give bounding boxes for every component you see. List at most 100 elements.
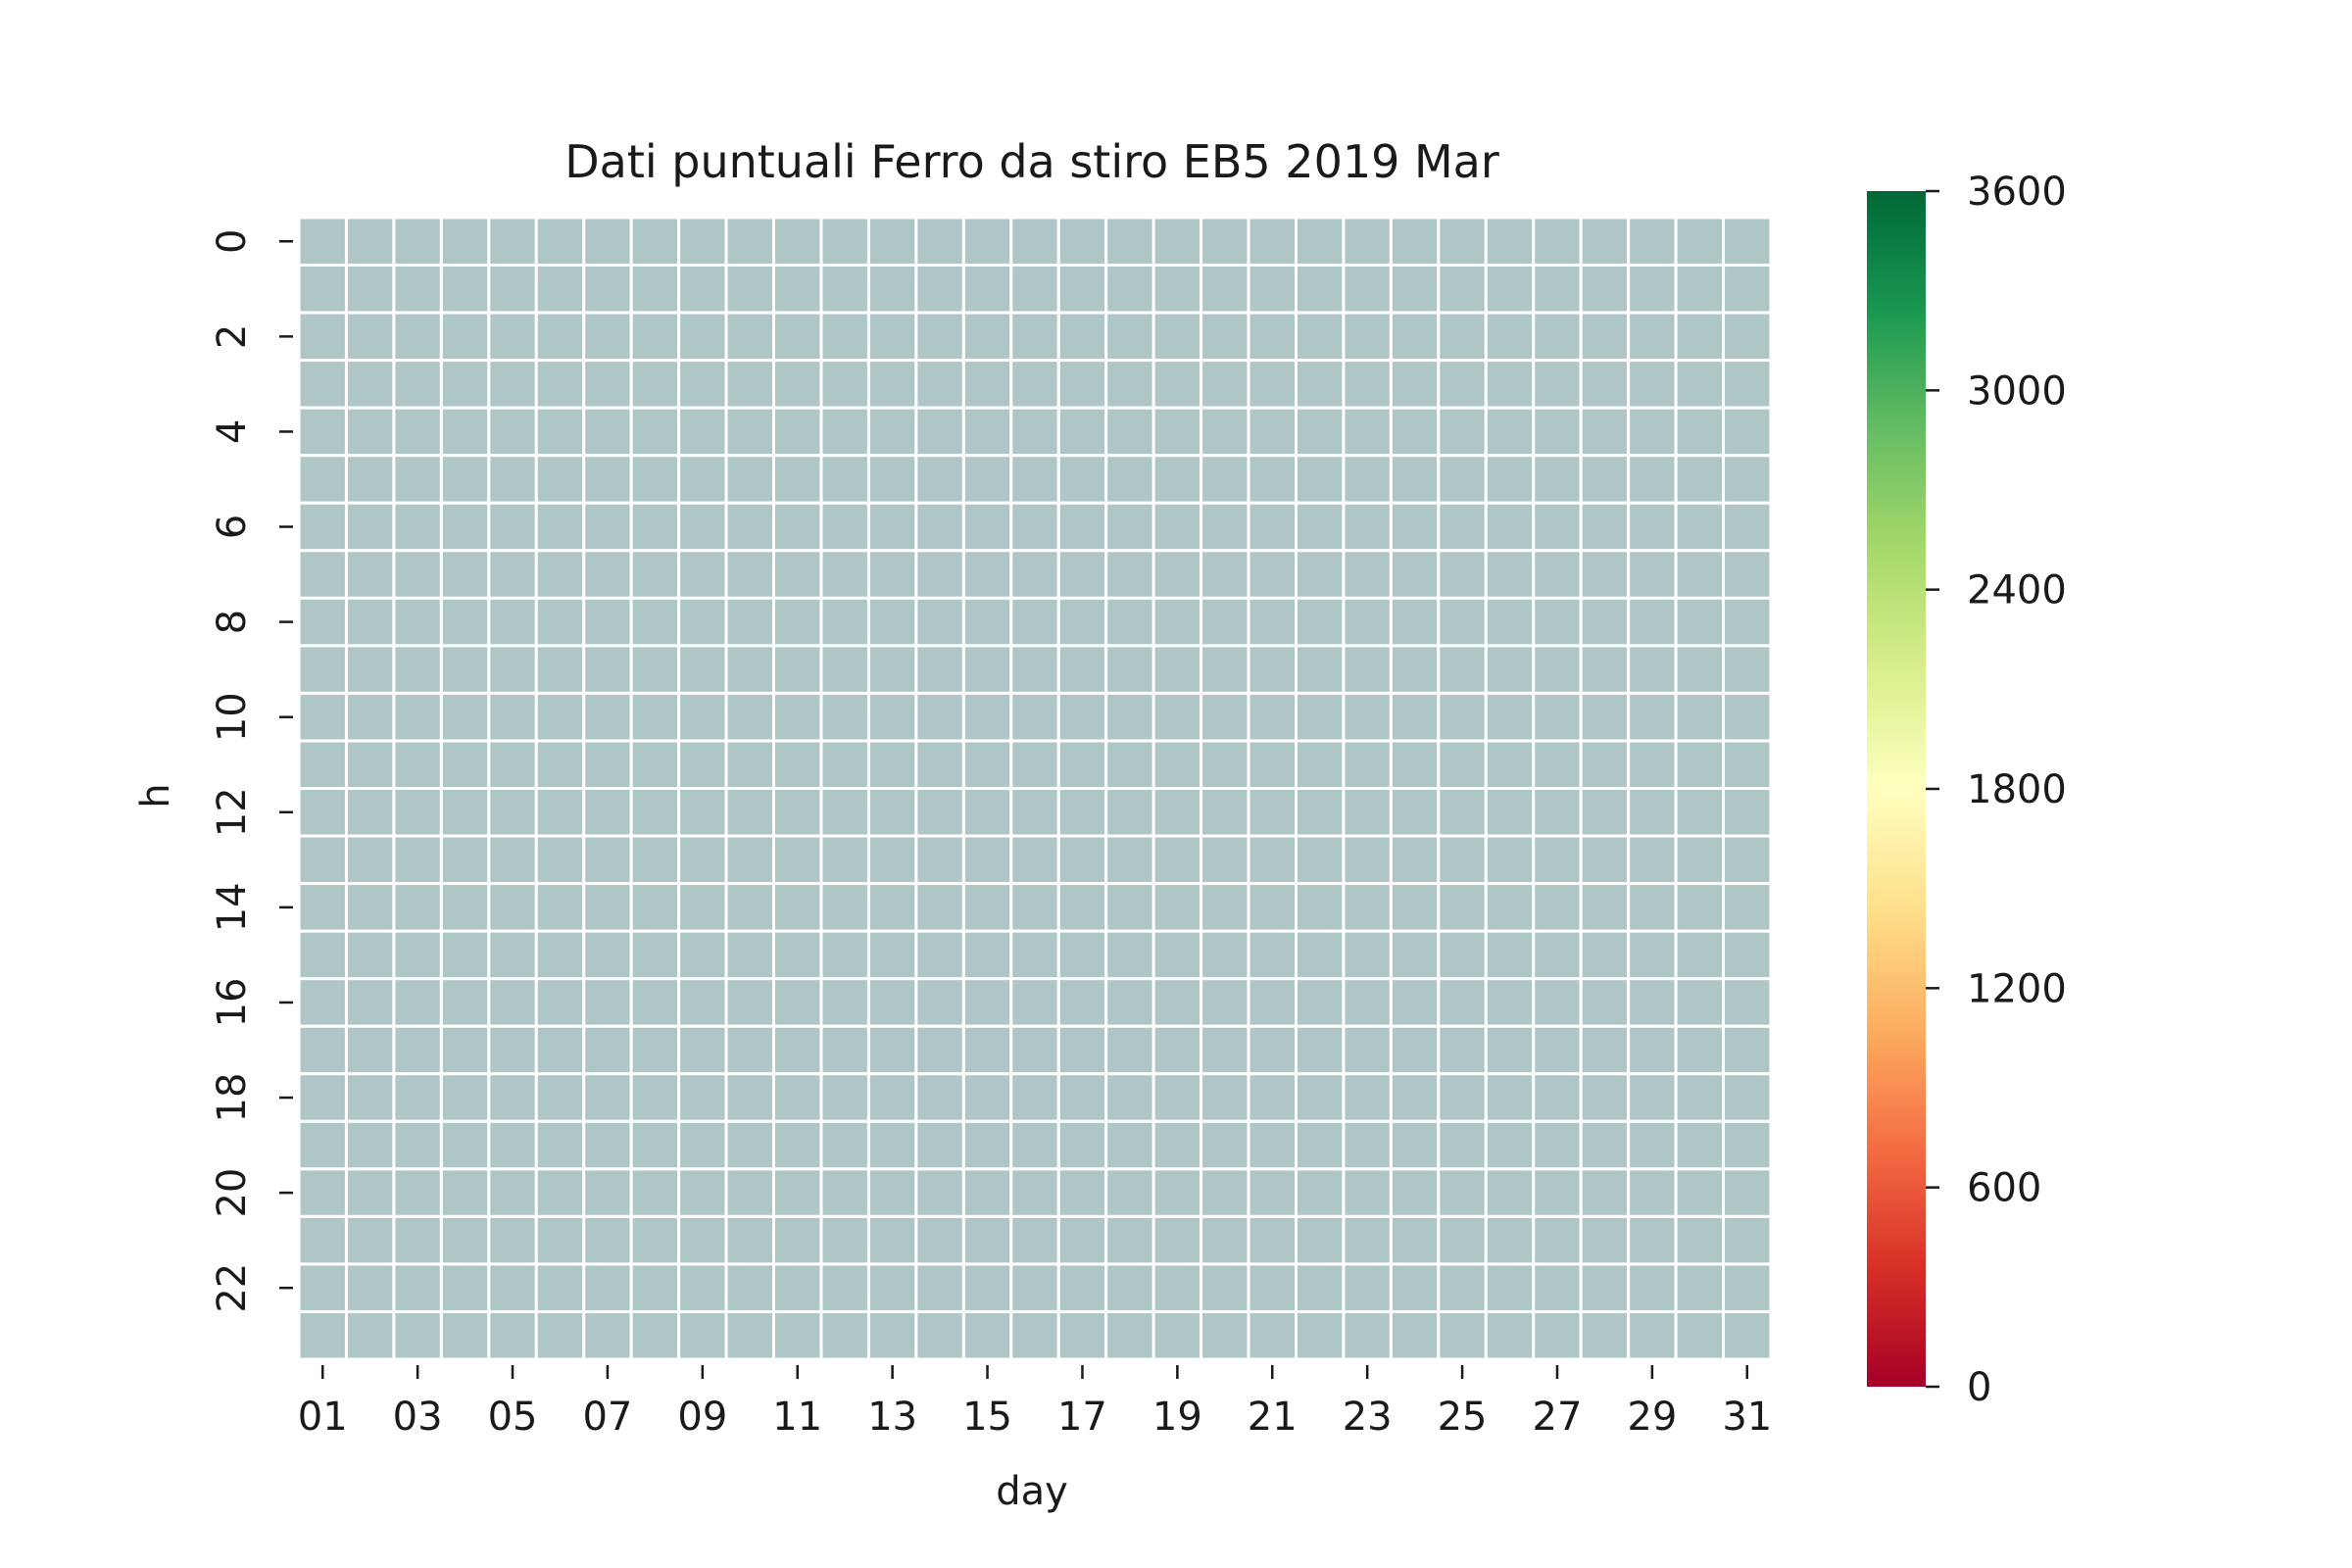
x-tick-label: 23 xyxy=(1343,1395,1393,1440)
heatmap-cell xyxy=(772,787,823,838)
heatmap-cell xyxy=(866,644,918,695)
heatmap-cell xyxy=(914,311,965,363)
heatmap-cell xyxy=(1342,549,1393,600)
heatmap-cell xyxy=(392,1167,443,1218)
heatmap-cell xyxy=(1389,406,1441,458)
heatmap-cell xyxy=(819,1119,870,1171)
heatmap-cell xyxy=(1009,311,1060,363)
heatmap-cell xyxy=(1294,549,1346,600)
heatmap-cell xyxy=(1294,264,1346,315)
heatmap-cell xyxy=(772,216,823,268)
heatmap-cell xyxy=(1389,882,1441,933)
heatmap-cell xyxy=(1674,264,1726,315)
heatmap-cell xyxy=(629,882,681,933)
heatmap-cell xyxy=(487,1119,538,1171)
heatmap-cell xyxy=(1627,549,1678,600)
heatmap-cell xyxy=(724,1072,776,1123)
heatmap-cell xyxy=(392,691,443,743)
heatmap-cell xyxy=(819,454,870,505)
heatmap-cell xyxy=(961,1262,1013,1313)
heatmap-cell xyxy=(1532,644,1583,695)
heatmap-cell xyxy=(1579,454,1631,505)
heatmap-cell xyxy=(1674,929,1726,981)
heatmap-cell xyxy=(1579,929,1631,981)
heatmap-cell xyxy=(1722,311,1773,363)
heatmap-cell xyxy=(1152,596,1203,648)
heatmap-cell xyxy=(1579,739,1631,790)
heatmap-cell xyxy=(1627,1119,1678,1171)
heatmap-cell xyxy=(1627,1167,1678,1218)
heatmap-cell xyxy=(1627,1024,1678,1076)
heatmap-cell xyxy=(392,834,443,886)
heatmap-cell xyxy=(297,929,348,981)
heatmap-cell xyxy=(1579,1262,1631,1313)
heatmap-cell xyxy=(1674,454,1726,505)
heatmap-cell xyxy=(1294,1214,1346,1266)
heatmap-cell xyxy=(819,549,870,600)
heatmap-cell xyxy=(297,1309,348,1361)
heatmap-cell xyxy=(1342,1072,1393,1123)
heatmap-cell xyxy=(677,882,728,933)
heatmap-cell xyxy=(1722,1072,1773,1123)
heatmap-cell xyxy=(1056,1309,1108,1361)
heatmap-cell xyxy=(344,644,396,695)
heatmap-cell xyxy=(1437,359,1488,410)
heatmap-cell xyxy=(1056,549,1108,600)
heatmap-cell xyxy=(629,359,681,410)
colorbar-ticks: 0 600 1200 1800 2400 3000 3600 xyxy=(1926,170,2067,1410)
heatmap-cell xyxy=(1532,406,1583,458)
heatmap-cell xyxy=(819,311,870,363)
heatmap-cell xyxy=(1056,787,1108,838)
heatmap-cell xyxy=(1247,216,1298,268)
heatmap-cell xyxy=(1532,264,1583,315)
heatmap-cell xyxy=(1722,1024,1773,1076)
heatmap-cell xyxy=(392,406,443,458)
heatmap-cell xyxy=(1674,1167,1726,1218)
heatmap-cell xyxy=(1200,739,1250,790)
heatmap-cell xyxy=(1437,1214,1488,1266)
heatmap-cell xyxy=(629,596,681,648)
heatmap-cell xyxy=(1152,1072,1203,1123)
heatmap-cell xyxy=(392,264,443,315)
heatmap-cell xyxy=(961,216,1013,268)
heatmap-cell xyxy=(961,644,1013,695)
heatmap-cell xyxy=(344,264,396,315)
heatmap-cell xyxy=(1389,264,1441,315)
heatmap-cell xyxy=(1342,1262,1393,1313)
heatmap-cell xyxy=(1152,977,1203,1028)
heatmap-cell xyxy=(487,596,538,648)
heatmap-cell xyxy=(914,216,965,268)
heatmap-cell xyxy=(1247,454,1298,505)
heatmap-cell xyxy=(629,644,681,695)
heatmap-cell xyxy=(1152,691,1203,743)
heatmap-cells xyxy=(297,216,1773,1361)
heatmap-cell xyxy=(1437,1309,1488,1361)
heatmap-cell xyxy=(1484,977,1536,1028)
heatmap-cell xyxy=(1247,739,1298,790)
heatmap-cell xyxy=(1437,1024,1488,1076)
heatmap-cell xyxy=(772,454,823,505)
heatmap-cell xyxy=(1437,1262,1488,1313)
heatmap-cell xyxy=(1009,216,1060,268)
heatmap-cell xyxy=(1437,977,1488,1028)
y-axis: 0 2 4 6 8 10 12 14 16 18 20 22 xyxy=(210,229,293,1313)
heatmap-cell xyxy=(961,787,1013,838)
heatmap-cell xyxy=(1437,1167,1488,1218)
heatmap-cell xyxy=(1294,1262,1346,1313)
heatmap-cell xyxy=(961,406,1013,458)
heatmap-cell xyxy=(1294,834,1346,886)
heatmap-cell xyxy=(1294,739,1346,790)
heatmap-cell xyxy=(582,264,633,315)
heatmap-cell xyxy=(1200,691,1250,743)
heatmap-cell xyxy=(1152,1309,1203,1361)
heatmap-cell xyxy=(487,359,538,410)
heatmap-cell xyxy=(914,1309,965,1361)
heatmap-cell xyxy=(297,1024,348,1076)
heatmap-cell xyxy=(961,264,1013,315)
x-tick-label: 31 xyxy=(1722,1395,1772,1440)
heatmap-cell xyxy=(677,1024,728,1076)
heatmap-cell xyxy=(1627,1309,1678,1361)
x-tick-label: 03 xyxy=(393,1395,443,1440)
heatmap-cell xyxy=(1674,882,1726,933)
heatmap-cell xyxy=(534,264,586,315)
